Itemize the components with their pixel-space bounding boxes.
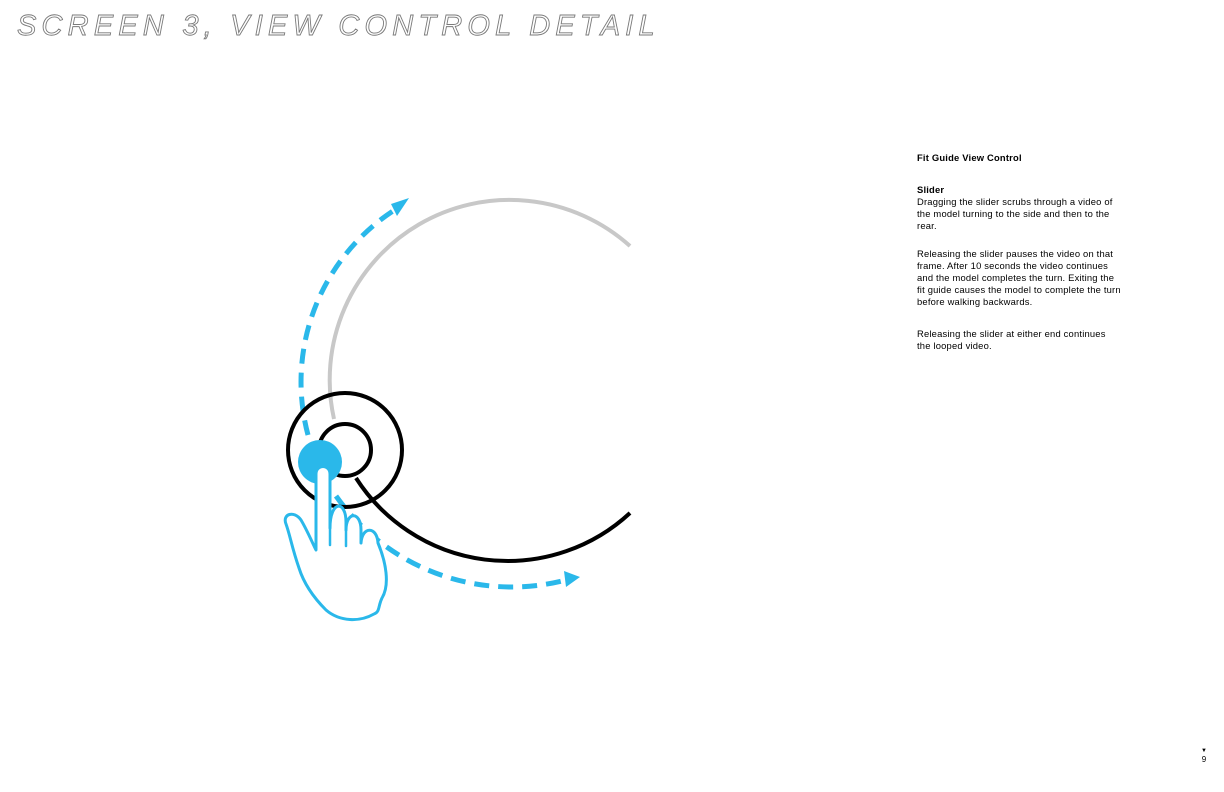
notes-section-title: Slider — [917, 184, 945, 195]
drag-arrow-up-icon — [298, 206, 398, 436]
drag-arrow-up-head-icon — [391, 198, 409, 216]
drag-arrow-down-head-icon — [564, 571, 580, 587]
slider-track-inactive — [327, 197, 632, 420]
page-title: SCREEN 3, VIEW CONTROL DETAIL — [17, 10, 660, 43]
notes-panel: Fit Guide View Control Slider Dragging t… — [917, 152, 1122, 352]
slider-track-active — [354, 476, 632, 563]
pointing-hand-icon — [283, 465, 388, 621]
notes-heading: Fit Guide View Control — [917, 152, 1022, 163]
down-triangle-icon: ▼ — [1201, 748, 1207, 754]
notes-paragraph: Dragging the slider scrubs through a vid… — [917, 196, 1113, 231]
page-number: ▼ 9 — [1199, 748, 1209, 765]
pointing-hand-finger-line — [328, 526, 348, 548]
notes-paragraph: Releasing the slider pauses the video on… — [917, 248, 1121, 307]
notes-paragraph: Releasing the slider at either end conti… — [917, 328, 1106, 351]
page-number-label: 9 — [1201, 755, 1207, 764]
